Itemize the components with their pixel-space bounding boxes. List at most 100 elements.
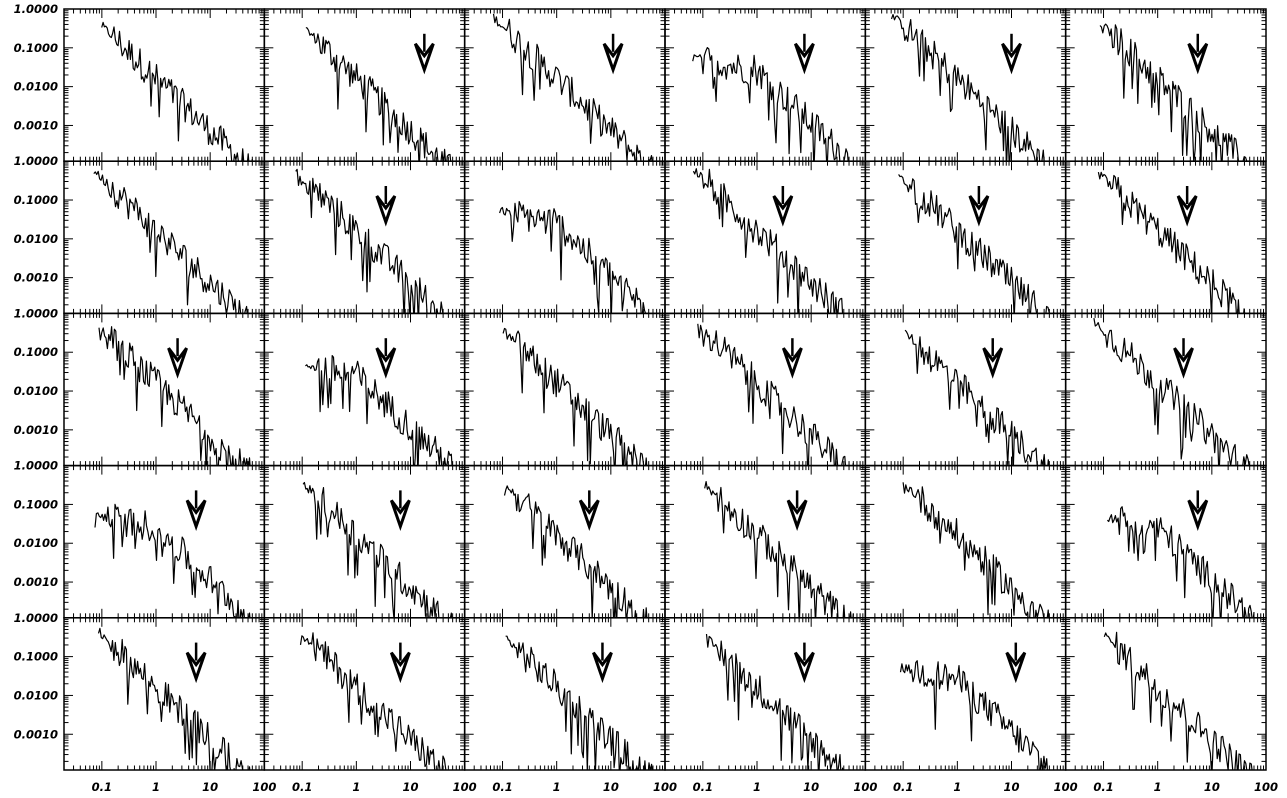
panel-frame bbox=[1064, 617, 1267, 771]
panel-r5-c4 bbox=[664, 617, 867, 771]
panel-r5-c1 bbox=[63, 617, 266, 771]
panel-r5-c2 bbox=[263, 617, 466, 771]
panel-frame bbox=[664, 464, 867, 619]
panel-r4-c1 bbox=[63, 464, 266, 619]
panel-r2-c1 bbox=[63, 160, 266, 315]
panel-r1-c5 bbox=[864, 8, 1067, 162]
x-tick-label: 1 bbox=[753, 780, 761, 794]
arrow-marker bbox=[389, 651, 411, 684]
panel-r2-c4 bbox=[664, 160, 867, 315]
x-tick-label: 100 bbox=[1254, 780, 1278, 794]
x-tick-label: 1 bbox=[152, 780, 160, 794]
x-tick-label: 100 bbox=[252, 780, 276, 794]
y-tick-label: 1.0000 bbox=[14, 306, 58, 320]
panel-frame bbox=[1064, 464, 1267, 619]
series-line bbox=[492, 13, 653, 162]
panel-r3-c3 bbox=[463, 312, 666, 467]
panel-r2-c3 bbox=[463, 160, 666, 315]
series-line bbox=[94, 503, 251, 618]
series-line bbox=[705, 633, 852, 770]
arrow-marker bbox=[375, 347, 397, 379]
arrow-marker bbox=[1173, 347, 1194, 379]
series-line bbox=[295, 168, 444, 314]
y-tick-label: 0.1000 bbox=[14, 193, 58, 207]
panel-r1-c4 bbox=[664, 8, 867, 162]
panel-frame bbox=[463, 312, 666, 467]
x-tick-label: 1 bbox=[953, 780, 961, 794]
x-tick-label: 10 bbox=[1003, 780, 1019, 794]
series-line bbox=[904, 329, 1050, 466]
panel-frame bbox=[63, 464, 266, 619]
arrow-marker bbox=[1176, 195, 1198, 227]
series-line bbox=[890, 14, 1049, 162]
series-line bbox=[503, 485, 648, 618]
arrow-marker bbox=[793, 651, 815, 684]
arrow-marker bbox=[602, 42, 624, 75]
y-tick-label: 1.0000 bbox=[14, 2, 58, 16]
x-tick-label: 10 bbox=[402, 780, 418, 794]
panel-frame bbox=[63, 8, 266, 162]
series-line bbox=[697, 323, 854, 466]
arrow-marker bbox=[1187, 42, 1209, 75]
x-tick-labels: 0.1 1 10 100 0.1 1 10 100 0.1 1 10 100 0.1 1 10 100 0.1 1… bbox=[92, 780, 1278, 794]
panel-r4-c4 bbox=[664, 464, 867, 619]
x-tick-label: 0.1 bbox=[693, 780, 713, 794]
x-tick-label: 10 bbox=[803, 780, 819, 794]
arrow-marker bbox=[592, 651, 613, 684]
x-tick-label: 100 bbox=[453, 780, 477, 794]
series-line bbox=[1099, 23, 1248, 162]
y-tick-label: 0.0100 bbox=[14, 232, 58, 246]
x-tick-label: 0.1 bbox=[1093, 780, 1113, 794]
series-line bbox=[505, 635, 653, 770]
panel-r5-c5 bbox=[864, 617, 1067, 771]
panel-r5-c3 bbox=[463, 617, 666, 771]
panel-frame bbox=[864, 312, 1067, 467]
arrow-marker bbox=[389, 499, 411, 531]
series-line bbox=[704, 481, 854, 618]
arrow-marker bbox=[413, 42, 435, 75]
y-tick-label: 0.0100 bbox=[14, 80, 58, 94]
arrow-marker bbox=[578, 499, 600, 531]
series-line bbox=[305, 355, 453, 466]
x-tick-label: 0.1 bbox=[893, 780, 913, 794]
panel-frame bbox=[664, 160, 867, 315]
series-line bbox=[899, 660, 1049, 770]
series-line bbox=[1106, 506, 1255, 618]
y-tick-label: 0.0010 bbox=[14, 423, 58, 437]
series-line bbox=[898, 174, 1055, 314]
panel-frame bbox=[63, 617, 266, 771]
panel-r5-c6 bbox=[1064, 617, 1267, 771]
x-tick-label: 0.1 bbox=[92, 780, 112, 794]
panel-r3-c2 bbox=[263, 312, 466, 467]
series-line bbox=[692, 47, 849, 162]
series-line bbox=[502, 327, 648, 466]
y-tick-label: 0.1000 bbox=[14, 345, 58, 359]
panel-frame bbox=[864, 464, 1067, 619]
x-tick-label: 10 bbox=[202, 780, 218, 794]
x-tick-label: 1 bbox=[553, 780, 561, 794]
panel-frame bbox=[263, 160, 466, 315]
panel-grid bbox=[63, 8, 1267, 771]
panel-r1-c6 bbox=[1064, 8, 1267, 162]
arrow-marker bbox=[982, 347, 1004, 379]
panel-frame bbox=[463, 464, 666, 619]
arrow-marker bbox=[786, 499, 808, 531]
arrow-marker bbox=[1001, 42, 1022, 75]
panel-r1-c1 bbox=[63, 8, 266, 162]
series-line bbox=[93, 170, 248, 314]
x-tick-label: 1 bbox=[352, 780, 360, 794]
arrow-marker bbox=[793, 42, 815, 75]
x-tick-label: 100 bbox=[853, 780, 877, 794]
series-line bbox=[97, 627, 251, 770]
panel-r3-c5 bbox=[864, 312, 1067, 467]
series-line bbox=[302, 481, 453, 618]
arrow-marker bbox=[1005, 651, 1027, 684]
panel-r2-c6 bbox=[1064, 160, 1267, 315]
panel-frame bbox=[664, 617, 867, 771]
y-tick-label: 0.0100 bbox=[14, 384, 58, 398]
series-line bbox=[902, 482, 1055, 618]
panel-frame bbox=[463, 8, 666, 162]
x-tick-label: 10 bbox=[1204, 780, 1220, 794]
y-tick-label: 1.0000 bbox=[14, 154, 58, 168]
